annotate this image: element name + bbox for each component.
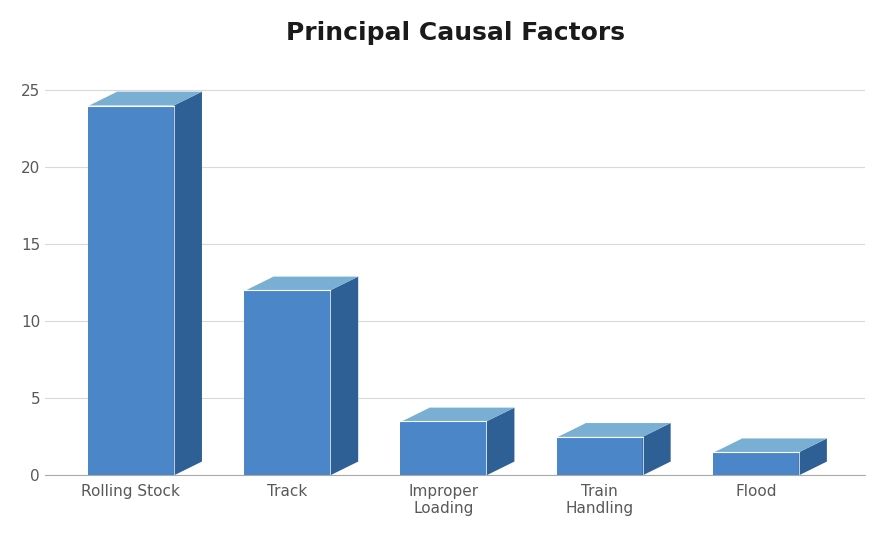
- Polygon shape: [400, 408, 515, 422]
- Polygon shape: [486, 408, 515, 475]
- Title: Principal Causal Factors: Principal Causal Factors: [285, 21, 625, 45]
- Polygon shape: [400, 422, 486, 475]
- Polygon shape: [556, 423, 671, 437]
- Polygon shape: [245, 291, 330, 475]
- Polygon shape: [713, 452, 799, 475]
- Polygon shape: [88, 92, 202, 105]
- Polygon shape: [330, 277, 358, 475]
- Polygon shape: [713, 438, 827, 452]
- Polygon shape: [245, 277, 358, 291]
- Polygon shape: [174, 92, 202, 475]
- Polygon shape: [556, 437, 642, 475]
- Polygon shape: [88, 105, 174, 475]
- Polygon shape: [642, 423, 671, 475]
- Polygon shape: [799, 438, 827, 475]
